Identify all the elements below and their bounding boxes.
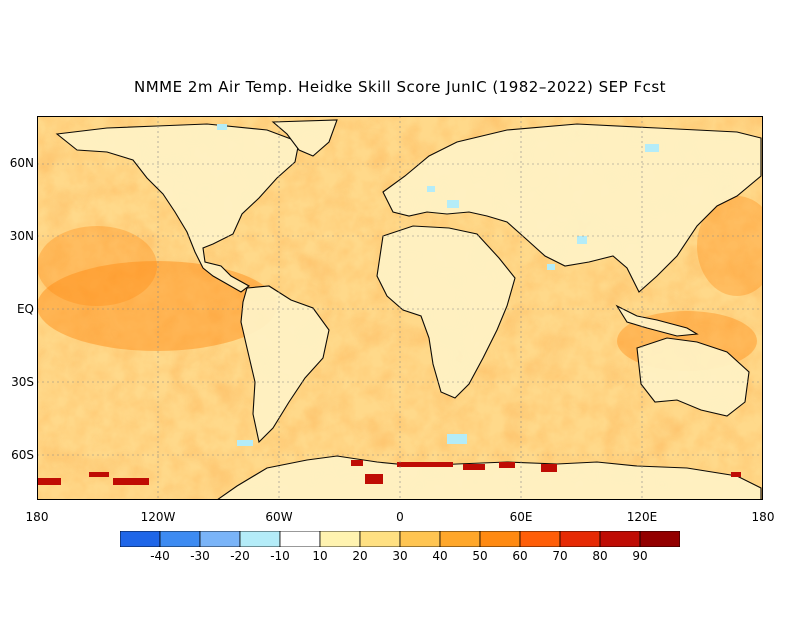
graticule xyxy=(37,116,763,500)
colorbar-label: 30 xyxy=(392,549,408,563)
lon-label-120e: 120E xyxy=(626,510,658,524)
colorbar-swatch xyxy=(399,531,441,547)
continents xyxy=(55,119,762,500)
indonesia xyxy=(615,304,699,337)
colorbar-swatch xyxy=(159,531,201,547)
lon-label-60e: 60E xyxy=(509,510,533,524)
colorbar-label: 50 xyxy=(472,549,488,563)
map-frame xyxy=(37,116,763,500)
europe-asia xyxy=(382,123,762,293)
colorbar-label: -20 xyxy=(230,549,250,563)
lat-label-60n: 60N xyxy=(9,156,34,170)
colorbar-label: -40 xyxy=(150,549,170,563)
colorbar-label: 10 xyxy=(312,549,328,563)
colorbar-swatch xyxy=(319,531,361,547)
colorbar-swatch xyxy=(120,531,161,547)
colorbar-label: 20 xyxy=(352,549,368,563)
skill-score-map xyxy=(37,116,763,500)
colorbar-label: -30 xyxy=(190,549,210,563)
colorbar-swatch xyxy=(599,531,641,547)
colorbar-swatch xyxy=(279,531,321,547)
colorbar-swatch xyxy=(239,531,281,547)
antarctic-high-skill xyxy=(37,460,741,485)
greenland xyxy=(271,119,338,157)
south-america xyxy=(240,285,330,444)
lon-label-0: 0 xyxy=(396,510,404,524)
africa xyxy=(376,225,516,399)
lat-label-60s: 60S xyxy=(11,448,34,462)
lon-label-60w: 60W xyxy=(265,510,293,524)
colorbar-swatch xyxy=(439,531,481,547)
colorbar-label: 40 xyxy=(432,549,448,563)
antarctica xyxy=(216,455,762,500)
colorbar-label: 60 xyxy=(512,549,528,563)
australia xyxy=(636,337,750,417)
colorbar xyxy=(120,531,680,547)
colorbar-label: 80 xyxy=(592,549,608,563)
colorbar-swatch xyxy=(199,531,241,547)
lat-label-eq: EQ xyxy=(16,302,34,316)
colorbar-label: 90 xyxy=(632,549,648,563)
lon-label-180w: 180 xyxy=(25,510,49,524)
negative-patches xyxy=(217,124,659,446)
colorbar-swatch xyxy=(559,531,601,547)
colorbar-swatch xyxy=(359,531,401,547)
colorbar-label: 70 xyxy=(552,549,568,563)
colorbar-label: -10 xyxy=(270,549,290,563)
lon-label-180e: 180 xyxy=(751,510,775,524)
colorbar-swatch xyxy=(479,531,521,547)
lat-label-30n: 30N xyxy=(9,229,34,243)
map-title: NMME 2m Air Temp. Heidke Skill Score Jun… xyxy=(133,78,667,96)
lat-label-30s: 30S xyxy=(11,375,34,389)
colorbar-swatch xyxy=(639,531,680,547)
colorbar-swatch xyxy=(519,531,561,547)
lon-label-120w: 120W xyxy=(140,510,176,524)
